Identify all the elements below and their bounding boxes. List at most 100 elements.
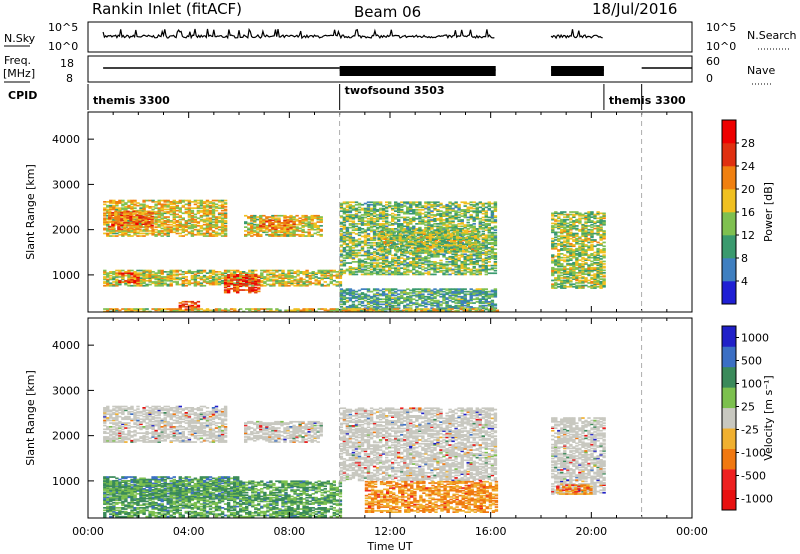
heatmap-cell [115,232,119,235]
heatmap-cell [481,245,485,248]
heatmap-cell [397,225,401,228]
heatmap-cell [394,302,398,304]
heatmap-cell [169,220,173,222]
heatmap-cell [433,288,437,290]
heatmap-cell [296,274,300,277]
heatmap-cell [160,223,164,226]
heatmap-cell [259,233,263,236]
heatmap-cell [389,247,393,249]
heatmap-cell [271,231,275,234]
heatmap-cell [118,201,122,203]
heatmap-cell [133,273,137,276]
heatmap-cell [157,214,161,217]
heatmap-cell [345,262,350,264]
heatmap-cell [366,249,371,252]
heatmap-cell [397,272,401,275]
heatmap-cell [400,295,404,298]
heatmap-cell [202,213,207,216]
heatmap-cell [406,271,410,273]
freq-trace [103,66,692,76]
heatmap-cell [421,219,425,221]
heatmap-cell [283,226,287,228]
heatmap-cell [448,217,452,220]
heatmap-cell [317,281,321,283]
heatmap-cell [434,229,439,232]
heatmap-cell [298,230,302,232]
heatmap-cell [345,268,350,271]
heatmap-cell [493,205,498,207]
heatmap-cell [472,247,476,249]
freq-panel-frame [87,55,693,83]
heatmap-cell [445,205,449,207]
heatmap-cell [181,281,185,283]
heatmap-cell [339,215,344,217]
heatmap-cell [118,209,122,212]
heatmap-cell [385,269,389,272]
heatmap-cell [226,291,231,294]
heatmap-cell [250,216,254,218]
heatmap-cell [335,283,339,286]
heatmap-cell [345,206,350,209]
heatmap-cell [244,221,248,223]
heatmap-cell [375,292,380,294]
heatmap-cell [199,282,204,285]
heatmap-cell [317,283,321,286]
heatmap-cell [271,222,275,224]
heatmap-cell [363,266,368,268]
heatmap-cell [354,254,359,257]
heatmap-cell [148,272,152,274]
heatmap-cell [369,253,374,256]
heatmap-cell [290,283,294,286]
heatmap-cell [259,217,263,220]
heatmap-cell [211,269,216,272]
heatmap-cell [385,301,389,303]
heatmap-cell [199,220,204,222]
heatmap-cell [442,226,446,229]
heatmap-cell [166,221,170,223]
heatmap-cell [169,272,173,274]
heatmap-cell [342,224,347,226]
heatmap-cell [196,202,201,204]
heatmap-cell [412,257,416,259]
heatmap-cell [339,295,344,298]
heatmap-cell [265,228,269,231]
heatmap-cell [415,217,419,220]
heatmap-cell [412,216,416,219]
heatmap-cell [345,301,350,303]
heatmap-cell [372,302,377,304]
heatmap-cell [366,255,371,258]
heatmap-cell [431,230,436,233]
heatmap-cell [406,223,410,225]
heatmap-cell [229,279,234,281]
heatmap-cell [425,229,430,232]
heatmap-cell [211,202,216,204]
heatmap-cell [395,230,399,233]
heatmap-cell [428,249,433,252]
heatmap-cell [418,271,422,273]
heatmap-cell [160,235,164,237]
heatmap-cell [466,293,470,296]
heatmap-cell [106,225,110,227]
heatmap-cell [418,304,422,307]
heatmap-cell [103,208,107,211]
heatmap-cell [451,301,455,303]
heatmap-cell [478,268,482,271]
heatmap-cell [412,254,416,257]
heatmap-cell [342,294,347,297]
heatmap-cell [372,307,377,309]
heatmap-cell [124,230,128,232]
heatmap-cell [142,281,146,283]
heatmap-cell [106,232,110,235]
heatmap-cell [413,242,418,244]
heatmap-cell [115,282,119,285]
heatmap-cell [236,271,240,273]
heatmap-cell [111,224,115,227]
heatmap-cell [424,215,428,217]
heatmap-cell [363,261,368,263]
heatmap-cell [236,281,240,284]
heatmap-cell [150,224,154,227]
heatmap-cell [323,271,327,273]
heatmap-cell [268,235,272,237]
heatmap-cell [451,272,455,275]
heatmap-cell [452,230,457,233]
